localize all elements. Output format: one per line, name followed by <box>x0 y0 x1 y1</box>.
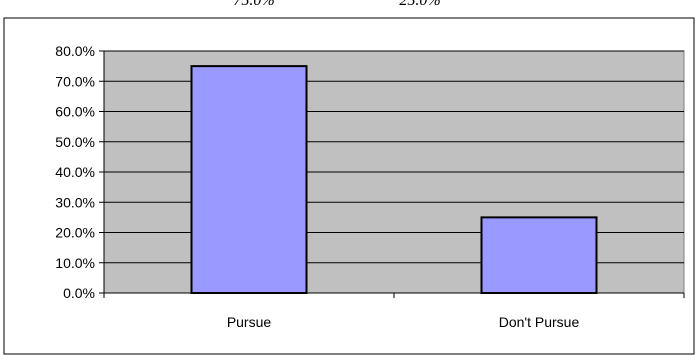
data-label: 75.0% <box>233 0 274 9</box>
y-tick-label: 0.0% <box>63 285 95 301</box>
y-tick-label: 30.0% <box>55 194 95 210</box>
x-axis-tick-labels: Pursue Don't Pursue <box>227 314 580 330</box>
y-tick-label: 70.0% <box>55 73 95 89</box>
bars <box>190 65 598 294</box>
y-tick-label: 10.0% <box>55 255 95 271</box>
cutoff-labels: 75.0% 25.0% <box>233 0 440 9</box>
y-tick-label: 50.0% <box>55 134 95 150</box>
y-tick-label: 40.0% <box>55 164 95 180</box>
bar-1 <box>480 216 598 294</box>
x-tick-label: Don't Pursue <box>499 314 580 330</box>
y-tick-label: 60.0% <box>55 104 95 120</box>
bar-0 <box>190 65 308 294</box>
y-tick-label: 80.0% <box>55 43 95 59</box>
axes <box>99 50 685 298</box>
y-axis-tick-labels: 0.0% 10.0% 20.0% 30.0% 40.0% 50.0% 60.0% 70.0% 8… <box>55 43 95 301</box>
y-tick-label: 20.0% <box>55 225 95 241</box>
x-tick-label: Pursue <box>227 314 272 330</box>
data-label: 25.0% <box>399 0 440 9</box>
